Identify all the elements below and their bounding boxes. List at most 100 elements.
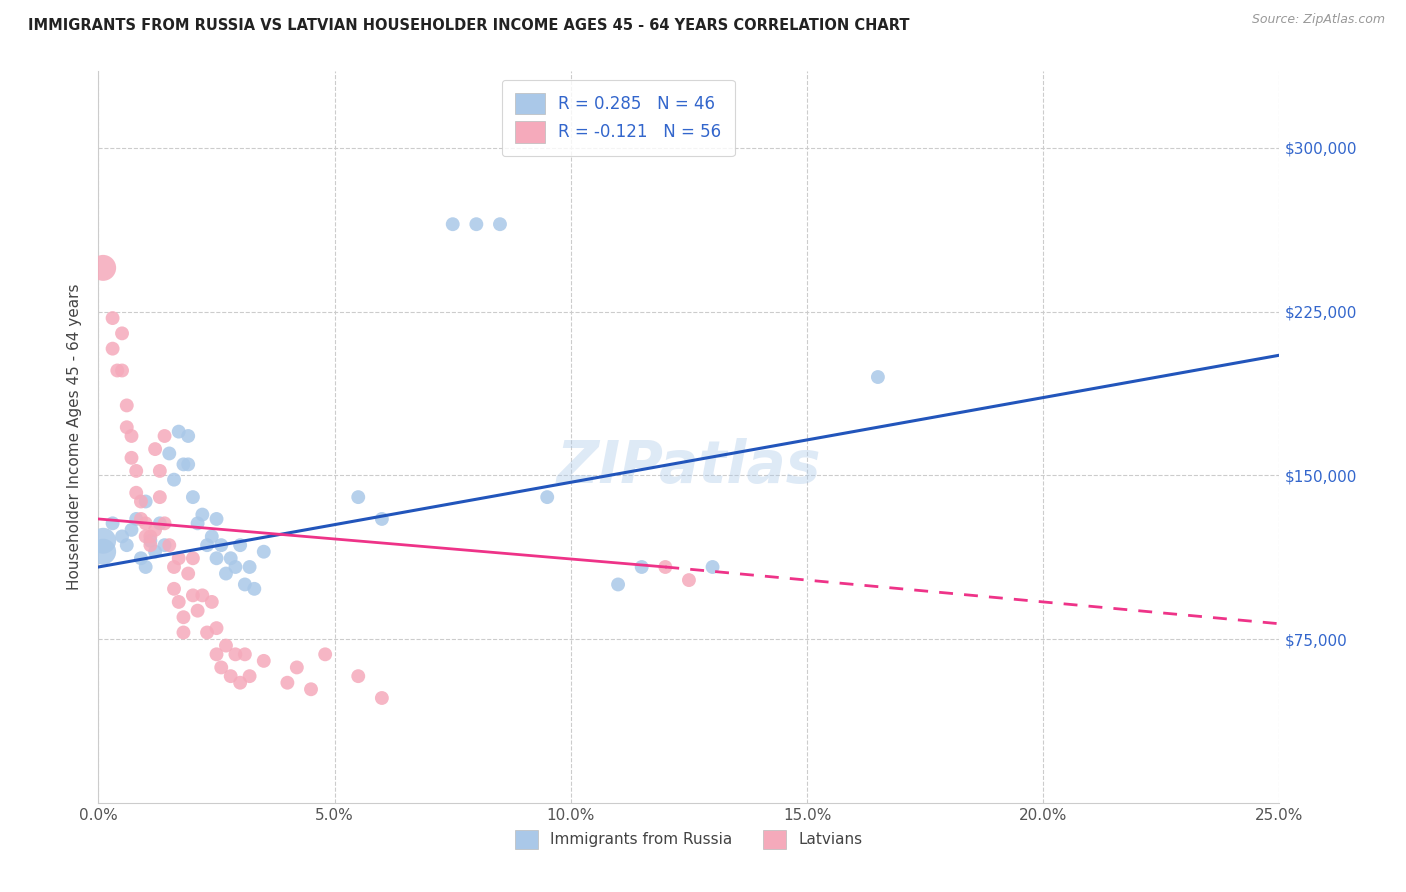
Point <box>177 566 200 581</box>
Point <box>371 512 394 526</box>
Point <box>167 425 190 439</box>
Point <box>135 494 157 508</box>
Point <box>129 551 152 566</box>
Point <box>111 529 134 543</box>
Legend: Immigrants from Russia, Latvians: Immigrants from Russia, Latvians <box>503 818 875 861</box>
Point <box>239 669 262 683</box>
Point <box>121 523 143 537</box>
Point <box>654 560 676 574</box>
Text: ZIPatlas: ZIPatlas <box>557 438 821 495</box>
Point <box>347 669 370 683</box>
Point <box>630 560 652 574</box>
Point <box>276 675 298 690</box>
Point <box>143 442 166 456</box>
Point <box>91 533 114 548</box>
Point <box>139 533 162 548</box>
Point <box>157 446 180 460</box>
Point <box>91 260 114 275</box>
Point <box>125 512 148 526</box>
Point <box>177 429 200 443</box>
Point <box>143 545 166 559</box>
Point <box>172 610 194 624</box>
Point <box>167 595 190 609</box>
Point <box>181 551 204 566</box>
Point <box>101 342 124 356</box>
Point <box>111 363 134 377</box>
Point <box>115 399 138 413</box>
Point <box>181 588 204 602</box>
Point <box>187 604 209 618</box>
Point <box>129 512 152 526</box>
Point <box>157 538 180 552</box>
Point <box>125 485 148 500</box>
Point <box>143 523 166 537</box>
Point <box>149 516 172 531</box>
Point <box>121 450 143 465</box>
Point <box>489 217 512 231</box>
Point <box>149 490 172 504</box>
Point <box>101 311 124 326</box>
Point <box>191 588 214 602</box>
Point <box>135 529 157 543</box>
Point <box>243 582 266 596</box>
Point <box>149 464 172 478</box>
Point <box>139 538 162 552</box>
Point <box>215 639 238 653</box>
Point <box>536 490 558 504</box>
Point <box>347 490 370 504</box>
Point <box>371 691 394 706</box>
Point <box>139 529 162 543</box>
Point <box>205 551 228 566</box>
Point <box>121 429 143 443</box>
Point <box>115 538 138 552</box>
Point <box>163 582 186 596</box>
Point <box>135 516 157 531</box>
Point <box>285 660 308 674</box>
Point <box>239 560 262 574</box>
Point <box>135 560 157 574</box>
Point <box>441 217 464 231</box>
Point <box>253 545 276 559</box>
Point <box>153 429 176 443</box>
Point <box>205 621 228 635</box>
Point <box>101 516 124 531</box>
Point <box>105 363 128 377</box>
Point <box>195 538 218 552</box>
Point <box>866 370 889 384</box>
Point <box>201 529 224 543</box>
Point <box>205 512 228 526</box>
Point <box>233 648 256 662</box>
Point <box>215 566 238 581</box>
Point <box>163 473 186 487</box>
Point <box>229 538 252 552</box>
Point <box>187 516 209 531</box>
Point <box>607 577 630 591</box>
Point <box>702 560 724 574</box>
Point <box>224 560 246 574</box>
Text: Source: ZipAtlas.com: Source: ZipAtlas.com <box>1251 13 1385 27</box>
Point <box>172 458 194 472</box>
Text: IMMIGRANTS FROM RUSSIA VS LATVIAN HOUSEHOLDER INCOME AGES 45 - 64 YEARS CORRELAT: IMMIGRANTS FROM RUSSIA VS LATVIAN HOUSEH… <box>28 18 910 33</box>
Point <box>219 669 242 683</box>
Point <box>233 577 256 591</box>
Point <box>153 538 176 552</box>
Point <box>465 217 488 231</box>
Point <box>91 545 114 559</box>
Point <box>167 551 190 566</box>
Point <box>253 654 276 668</box>
Point <box>209 660 232 674</box>
Point <box>125 464 148 478</box>
Point <box>299 682 322 697</box>
Point <box>209 538 232 552</box>
Point <box>191 508 214 522</box>
Point <box>219 551 242 566</box>
Point <box>153 516 176 531</box>
Point <box>177 458 200 472</box>
Point <box>129 494 152 508</box>
Point <box>224 648 246 662</box>
Point <box>172 625 194 640</box>
Point <box>111 326 134 341</box>
Point <box>229 675 252 690</box>
Point <box>181 490 204 504</box>
Point <box>678 573 700 587</box>
